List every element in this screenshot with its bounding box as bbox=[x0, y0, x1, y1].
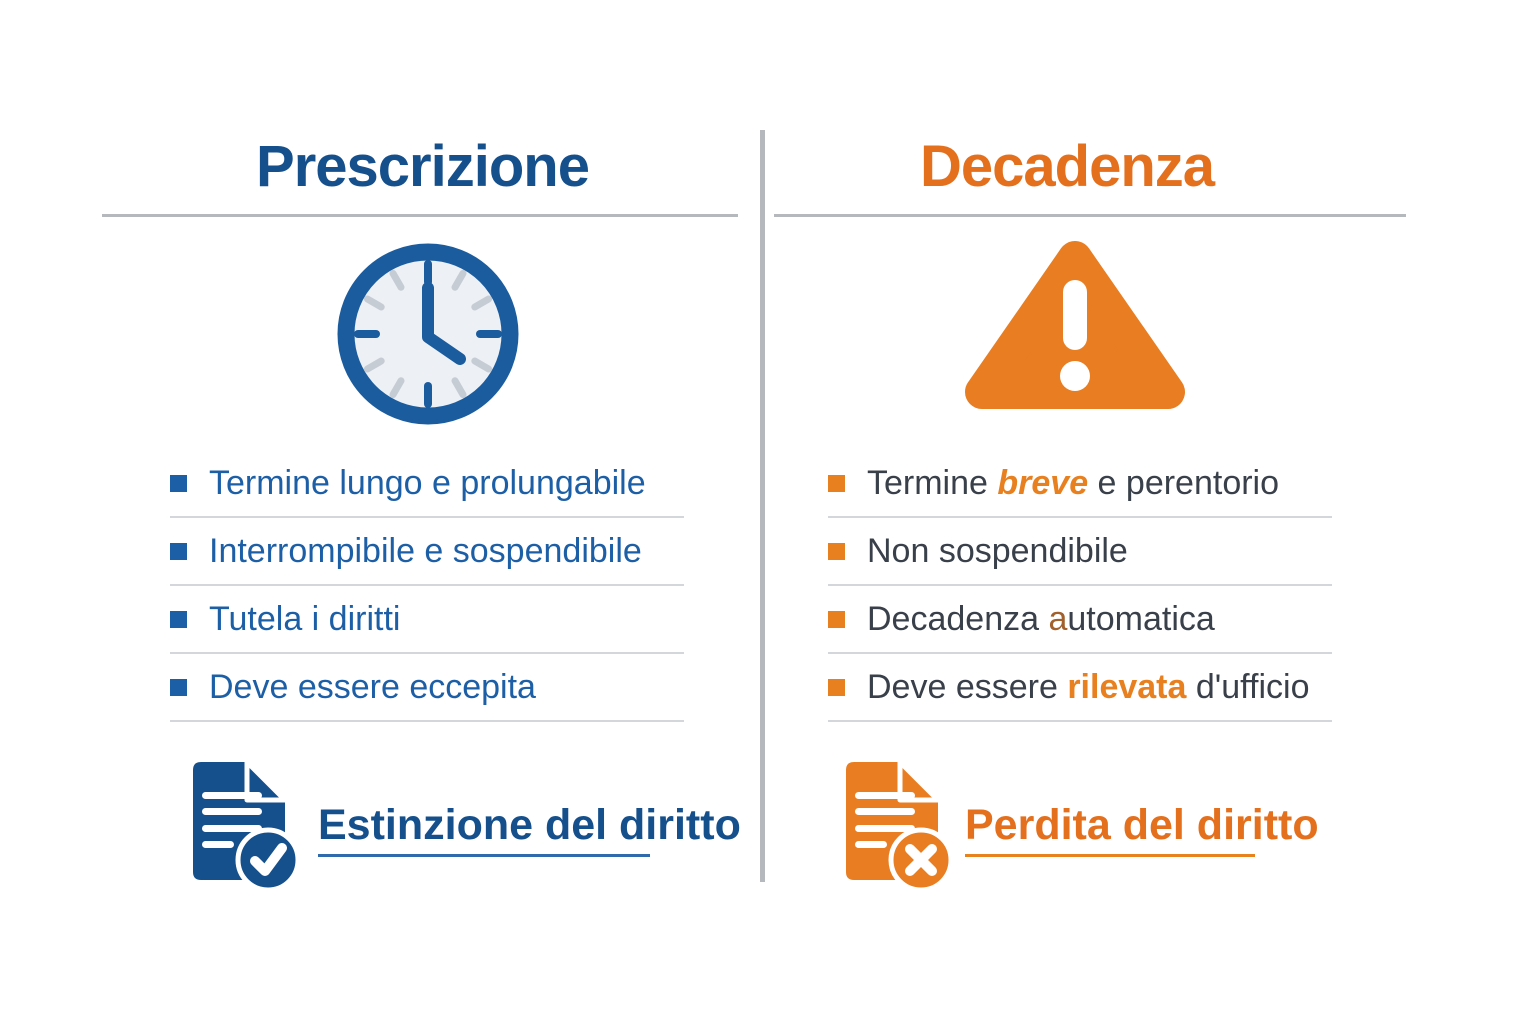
item-text: Termine bbox=[867, 463, 998, 502]
prescrizione-list: Termine lungo e prolungabile Interrompib… bbox=[170, 450, 684, 722]
column-divider bbox=[760, 130, 765, 882]
right-column-title: Decadenza bbox=[919, 134, 1215, 199]
document-check-icon bbox=[193, 759, 301, 893]
left-footer-label: Estinzione del diritto bbox=[318, 801, 741, 849]
bullet-square-icon bbox=[828, 678, 845, 696]
item-text: Non sospendibile bbox=[867, 531, 1128, 570]
list-item: Decadenza a utomatica bbox=[828, 586, 1332, 654]
document-x-icon bbox=[846, 759, 954, 893]
item-highlight: a bbox=[1048, 599, 1068, 638]
item-text: Deve essere bbox=[867, 667, 1068, 706]
bullet-square-icon bbox=[170, 678, 187, 696]
right-header-rule bbox=[774, 214, 1406, 217]
item-highlight: breve bbox=[997, 463, 1089, 502]
bullet-square-icon bbox=[828, 610, 845, 628]
item-highlight: rilevata bbox=[1067, 667, 1187, 706]
list-item: Tutela i diritti bbox=[170, 586, 684, 654]
bullet-square-icon bbox=[170, 610, 187, 628]
item-text: utomatica bbox=[1067, 599, 1215, 638]
list-item: Deve essere eccepita bbox=[170, 654, 684, 722]
item-text: d'ufficio bbox=[1186, 667, 1310, 706]
decadenza-list: Termine breve e perentorio Non sospendib… bbox=[828, 450, 1332, 722]
item-text: Tutela i diritti bbox=[209, 599, 401, 638]
right-footer-label: Perdita del diritto bbox=[965, 801, 1319, 849]
left-column-title: Prescrizione bbox=[256, 134, 590, 199]
bullet-square-icon bbox=[170, 542, 187, 560]
list-item: Termine lungo e prolungabile bbox=[170, 450, 684, 518]
list-item: Non sospendibile bbox=[828, 518, 1332, 586]
clock-icon bbox=[337, 243, 519, 425]
bullet-square-icon bbox=[170, 474, 187, 492]
item-text: Termine lungo e prolungabile bbox=[209, 463, 646, 502]
item-text: e perentorio bbox=[1088, 463, 1280, 502]
warning-triangle-icon bbox=[965, 241, 1185, 409]
bullet-square-icon bbox=[828, 542, 845, 560]
item-text: Decadenza bbox=[867, 599, 1049, 638]
list-item: Deve essere rilevata d'ufficio bbox=[828, 654, 1332, 722]
item-text: Deve essere eccepita bbox=[209, 667, 536, 706]
list-item: Termine breve e perentorio bbox=[828, 450, 1332, 518]
list-item: Interrompibile e sospendibile bbox=[170, 518, 684, 586]
right-footer-underline bbox=[965, 854, 1255, 857]
left-footer-underline bbox=[318, 854, 650, 857]
left-header-rule bbox=[102, 214, 738, 217]
item-text: Interrompibile e sospendibile bbox=[209, 531, 642, 570]
bullet-square-icon bbox=[828, 474, 845, 492]
